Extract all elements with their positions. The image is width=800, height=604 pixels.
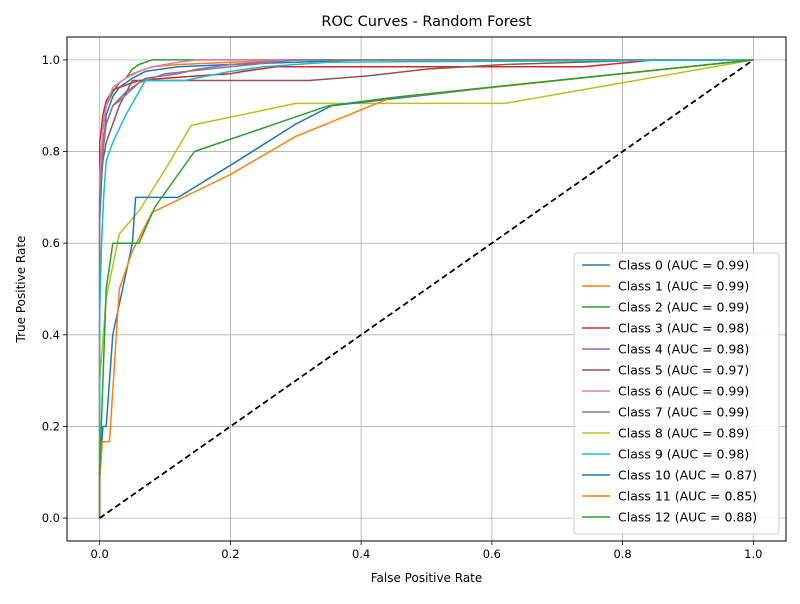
x-tick-label: 0.6 xyxy=(483,547,501,561)
plot-frame xyxy=(66,36,787,542)
roc-line-class-10 xyxy=(98,59,754,519)
legend-box xyxy=(573,252,780,535)
legend-label: Class 8 (AUC = 0.89) xyxy=(618,426,749,441)
legend-label: Class 7 (AUC = 0.99) xyxy=(618,405,749,420)
roc-line-class-12 xyxy=(98,59,754,519)
roc-line-class-8 xyxy=(98,59,754,519)
y-tick-label: 1.0 xyxy=(42,53,60,67)
legend-label: Class 9 (AUC = 0.98) xyxy=(618,447,749,462)
roc-line-class-6 xyxy=(98,59,754,519)
axis-ticks: 0.0 0.2 0.4 0.6 0.8 1.0 0.0 0.2 0.4 0.6 0.8 1.0 xyxy=(42,53,763,561)
legend-label: Class 4 (AUC = 0.98) xyxy=(618,342,749,357)
y-tick-label: 0.8 xyxy=(42,145,60,159)
y-tick-label: 0.0 xyxy=(42,511,60,525)
legend-label: Class 11 (AUC = 0.85) xyxy=(618,489,757,504)
y-tick-label: 0.6 xyxy=(42,236,60,250)
legend-label: Class 3 (AUC = 0.98) xyxy=(618,321,749,336)
grid xyxy=(67,37,786,541)
legend-label: Class 2 (AUC = 0.99) xyxy=(618,300,749,315)
y-tick-label: 0.2 xyxy=(42,419,60,433)
legend: Class 0 (AUC = 0.99) Class 1 (AUC = 0.99)… xyxy=(573,252,780,535)
roc-line-class-9 xyxy=(98,59,754,519)
roc-line-class-3 xyxy=(98,59,754,519)
x-axis-label: False Positive Rate xyxy=(371,571,483,585)
y-axis-label: True Positive Rate xyxy=(14,236,28,344)
legend-label: Class 1 (AUC = 0.99) xyxy=(618,279,749,294)
x-tick-label: 1.0 xyxy=(744,547,762,561)
random-baseline-line xyxy=(99,59,754,519)
chart-title: ROC Curves - Random Forest xyxy=(321,14,531,30)
x-tick-label: 0.8 xyxy=(613,547,631,561)
legend-label: Class 0 (AUC = 0.99) xyxy=(618,258,749,273)
x-tick-label: 0.2 xyxy=(221,547,239,561)
legend-label: Class 10 (AUC = 0.87) xyxy=(618,468,757,483)
x-tick-label: 0.4 xyxy=(352,547,370,561)
legend-label: Class 12 (AUC = 0.88) xyxy=(618,510,757,525)
legend-label: Class 6 (AUC = 0.99) xyxy=(618,384,749,399)
legend-label: Class 5 (AUC = 0.97) xyxy=(618,363,749,378)
roc-line-class-7 xyxy=(98,59,754,519)
y-tick-label: 0.4 xyxy=(42,328,60,342)
series-lines xyxy=(98,59,754,519)
x-tick-label: 0.0 xyxy=(91,547,109,561)
